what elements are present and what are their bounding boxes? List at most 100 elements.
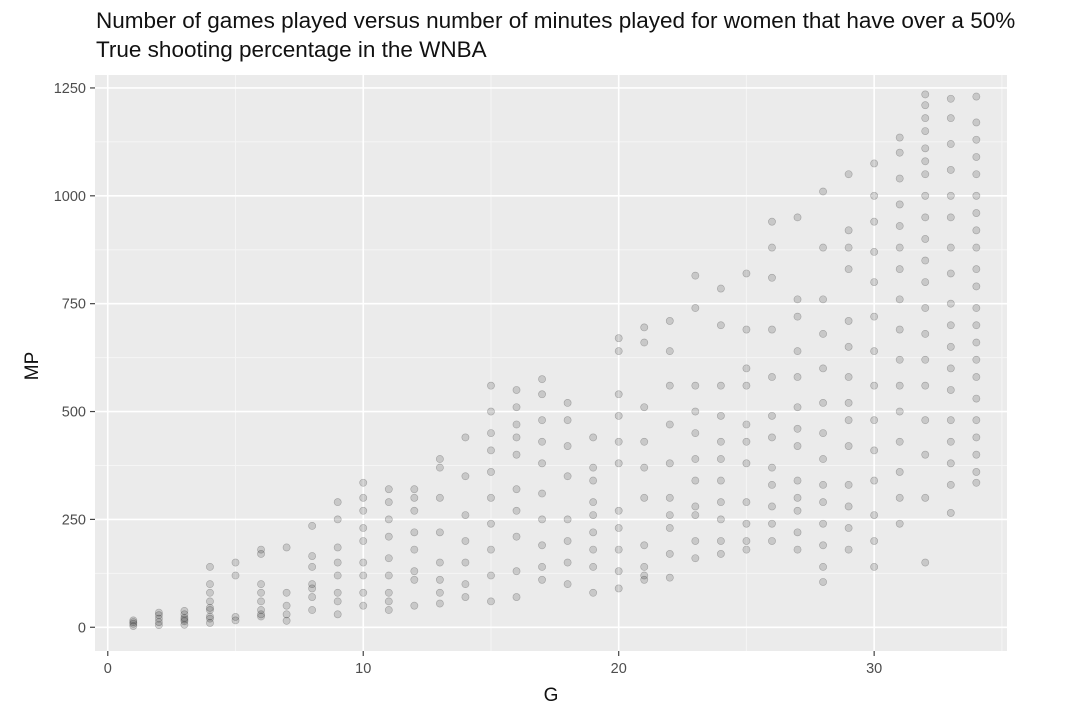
data-point — [895, 381, 904, 390]
data-point — [206, 619, 214, 627]
data-point — [614, 506, 623, 515]
data-point — [359, 588, 368, 597]
data-point — [308, 580, 317, 589]
data-point — [946, 269, 955, 278]
data-point — [895, 133, 904, 142]
data-point — [206, 580, 214, 589]
data-point — [972, 433, 981, 442]
data-point — [768, 463, 776, 472]
data-point — [435, 463, 444, 472]
data-point — [716, 284, 725, 293]
data-point — [870, 562, 879, 571]
data-point — [844, 265, 853, 274]
data-point — [538, 375, 546, 384]
data-point — [614, 390, 623, 399]
data-point — [742, 420, 751, 429]
data-point — [435, 558, 444, 567]
data-point — [435, 528, 444, 537]
data-point — [180, 610, 189, 619]
data-point — [870, 217, 879, 226]
data-point — [921, 157, 930, 166]
data-point — [972, 153, 981, 161]
data-point — [129, 618, 138, 626]
data-point — [333, 610, 342, 619]
data-point — [563, 580, 572, 589]
data-point — [538, 489, 546, 498]
data-point — [461, 558, 470, 567]
data-point — [921, 127, 930, 135]
data-point — [359, 524, 368, 532]
data-point — [870, 247, 879, 256]
data-point — [308, 593, 317, 601]
data-point — [384, 571, 393, 580]
data-point — [461, 537, 470, 545]
data-point — [870, 381, 879, 390]
y-tick-label: 1000 — [54, 189, 86, 205]
data-point — [742, 381, 751, 390]
data-point — [129, 619, 138, 628]
data-point — [946, 416, 955, 425]
data-point — [768, 480, 776, 489]
data-point — [921, 416, 930, 425]
data-point — [231, 558, 240, 567]
x-tick-label: 0 — [104, 661, 112, 677]
data-point — [768, 243, 776, 252]
data-point — [512, 386, 521, 394]
data-point — [895, 468, 904, 476]
data-point — [844, 373, 853, 381]
data-point — [793, 424, 802, 433]
data-point — [206, 612, 214, 621]
data-point — [333, 498, 342, 507]
x-axis: 0 10 20 30 — [104, 651, 882, 677]
data-point — [410, 567, 419, 576]
data-point — [844, 416, 853, 425]
data-point — [921, 191, 930, 200]
x-axis-label: G — [544, 685, 559, 706]
data-point — [538, 515, 546, 524]
data-point — [589, 528, 598, 537]
data-point — [665, 317, 674, 325]
data-point — [512, 506, 521, 515]
data-point — [972, 416, 981, 425]
data-point — [972, 450, 981, 459]
data-point — [410, 601, 419, 610]
data-point — [563, 558, 572, 567]
chart-title: Number of games played versus number of … — [96, 8, 1016, 62]
data-point — [921, 450, 930, 459]
data-point — [461, 593, 470, 601]
data-point — [921, 170, 930, 179]
data-point — [793, 213, 802, 222]
data-point — [512, 403, 521, 412]
data-point — [870, 446, 879, 455]
data-point — [819, 429, 827, 438]
data-point — [844, 524, 853, 532]
data-point — [665, 550, 674, 558]
data-point — [257, 597, 265, 606]
data-point — [333, 543, 342, 552]
data-point — [844, 399, 853, 407]
data-point — [538, 575, 546, 584]
data-point — [895, 355, 904, 364]
data-point — [487, 407, 495, 416]
data-point — [972, 321, 981, 330]
data-point — [589, 511, 598, 519]
data-point — [512, 567, 521, 576]
data-point — [180, 615, 189, 624]
data-point — [180, 613, 189, 622]
data-point — [487, 429, 495, 438]
data-point — [870, 476, 879, 485]
data-point — [691, 511, 700, 519]
data-point — [257, 550, 265, 558]
data-point — [154, 611, 163, 620]
data-point — [844, 317, 853, 325]
data-point — [589, 463, 598, 472]
data-point — [742, 519, 751, 528]
data-point — [359, 506, 368, 515]
data-point — [972, 118, 981, 127]
data-point — [716, 550, 725, 558]
data-point — [180, 620, 189, 629]
data-point — [461, 472, 470, 481]
data-point — [180, 606, 189, 615]
data-point — [257, 588, 265, 597]
